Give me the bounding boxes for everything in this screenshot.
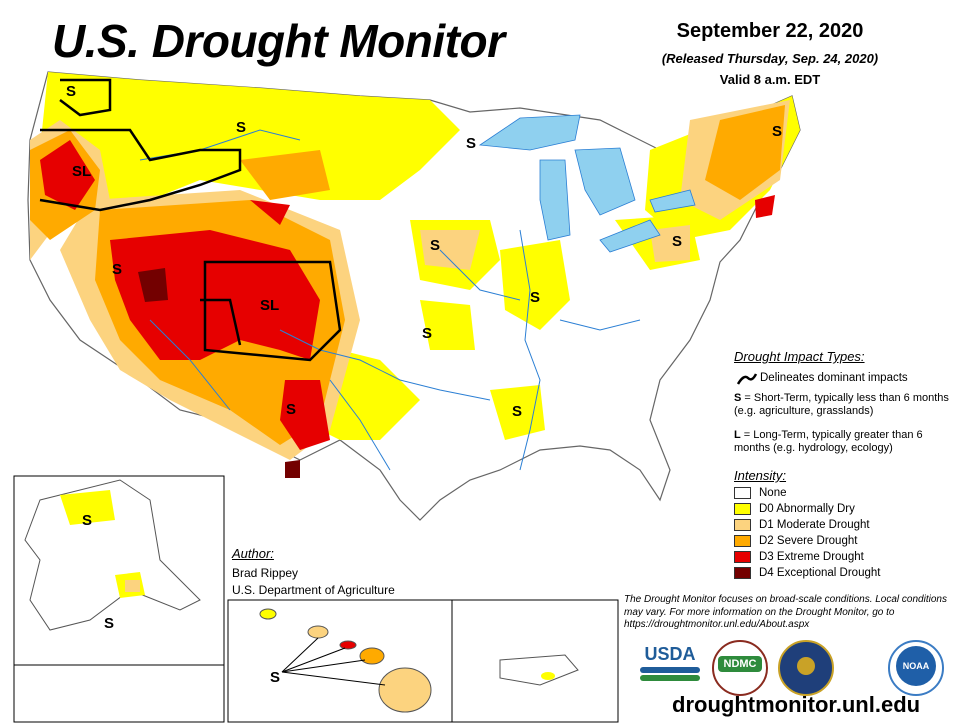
intensity-label: D0 Abnormally Dry — [759, 503, 855, 515]
swatch-d1 — [734, 519, 751, 531]
intensity-heading: Intensity: — [734, 468, 787, 483]
intensity-item-d0: D0 Abnormally Dry — [734, 503, 855, 515]
label-s-texas: S — [286, 401, 296, 418]
puerto-rico-d0 — [541, 672, 555, 680]
commerce-eagle-icon — [797, 657, 815, 675]
label-s-alaska-north: S — [82, 512, 92, 529]
impact-l-key: L — [734, 429, 741, 441]
ndmc-logo-text: NDMC — [718, 656, 762, 672]
impact-lines — [39, 78, 342, 362]
swatch-d2 — [734, 535, 751, 547]
ndmc-logo: NDMC — [712, 640, 768, 696]
label-s-mississippi: S — [512, 403, 522, 420]
hawaii-islands — [259, 608, 432, 713]
intensity-item-d4: D4 Exceptional Drought — [734, 567, 880, 579]
label-s-hawaii: S — [270, 669, 280, 686]
alaska-d1 — [125, 580, 140, 592]
author-org: U.S. Department of Agriculture — [232, 583, 395, 597]
hawaii-pointer-lines — [281, 637, 386, 686]
impact-s-text: = Short-Term, typically less than 6 mont… — [734, 392, 949, 417]
swatch-d3 — [734, 551, 751, 563]
noaa-logo: NOAA — [888, 640, 944, 696]
label-s-maine: S — [772, 123, 782, 140]
map-date: September 22, 2020 — [676, 20, 864, 42]
disclaimer-note: The Drought Monitor focuses on broad-sca… — [624, 594, 947, 630]
intensity-label: D1 Moderate Drought — [759, 519, 870, 531]
intensity-label: D4 Exceptional Drought — [759, 567, 881, 579]
label-s-kansas: S — [422, 325, 432, 342]
great-lakes — [478, 114, 696, 253]
valid-time: Valid 8 a.m. EDT — [719, 72, 821, 87]
impact-delineates-text: Delineates dominant impacts — [760, 372, 908, 384]
intensity-item-d3: D3 Extreme Drought — [734, 551, 864, 563]
usda-logo-text: USDA — [644, 644, 696, 664]
impact-line-symbol — [736, 373, 758, 385]
website-url[interactable]: droughtmonitor.unl.edu — [672, 692, 921, 717]
label-s-pnw: S — [66, 83, 76, 100]
label-s-iowa: S — [430, 237, 440, 254]
impact-long-term: L = Long-Term, typically greater than 6 … — [734, 429, 954, 455]
release-date: (Released Thursday, Sep. 24, 2020) — [661, 51, 879, 66]
label-s-alaska-south: S — [104, 615, 114, 632]
d4-zones — [138, 268, 300, 478]
label-s-nevada: S — [112, 261, 122, 278]
intensity-label: D3 Extreme Drought — [759, 551, 864, 563]
noaa-logo-text: NOAA — [896, 646, 936, 686]
intensity-item-none: None — [734, 487, 787, 499]
label-s-montana: S — [236, 119, 246, 136]
commerce-seal — [778, 640, 834, 696]
impact-l-text: = Long-Term, typically greater than 6 mo… — [734, 429, 923, 454]
label-s-illinois: S — [530, 289, 540, 306]
impact-s-key: S — [734, 392, 742, 404]
impact-short-term: S = Short-Term, typically less than 6 mo… — [734, 392, 954, 418]
impact-types-heading: Drought Impact Types: — [734, 349, 865, 364]
swatch-none — [734, 487, 751, 499]
intensity-label: None — [759, 487, 787, 499]
label-s-pennsylvania: S — [672, 233, 682, 250]
label-sl-colorado: SL — [260, 297, 279, 314]
intensity-label: D2 Severe Drought — [759, 535, 858, 547]
label-s-minnesota: S — [466, 135, 476, 152]
author-name: Brad Rippey — [232, 566, 299, 580]
swatch-d4 — [734, 567, 751, 579]
puerto-rico-shape — [499, 654, 579, 686]
intensity-item-d2: D2 Severe Drought — [734, 535, 857, 547]
map-title: U.S. Drought Monitor — [52, 15, 505, 67]
swatch-d0 — [734, 503, 751, 515]
usda-logo: USDA — [640, 644, 700, 686]
label-sl-oregon: SL — [72, 163, 91, 180]
alaska-d0 — [60, 490, 115, 525]
rivers — [139, 129, 641, 471]
intensity-item-d1: D1 Moderate Drought — [734, 519, 870, 531]
author-heading: Author: — [232, 546, 274, 561]
